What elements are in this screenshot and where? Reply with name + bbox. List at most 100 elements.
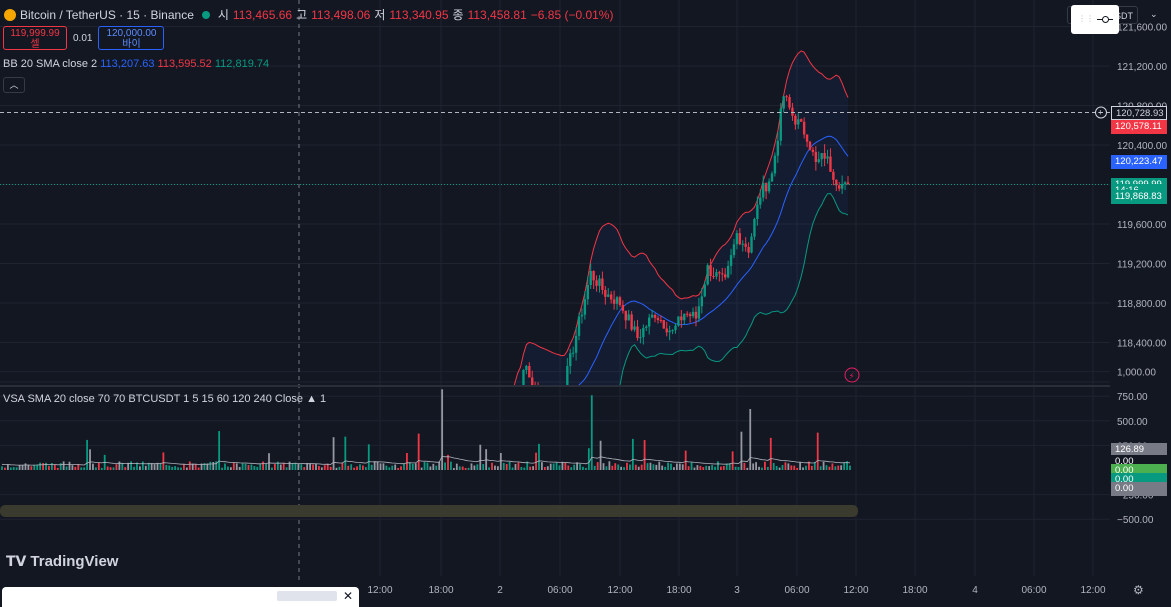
volume-bar: [482, 464, 485, 470]
volume-bar: [775, 465, 778, 470]
sell-button[interactable]: 119,999.99 셀: [3, 26, 67, 50]
volume-bar: [758, 466, 760, 470]
volume-bar: [130, 461, 133, 470]
volume-bar: [48, 466, 50, 470]
tooltip-placeholder: [277, 591, 337, 601]
volume-bar: [532, 466, 535, 470]
volume-bar: [505, 464, 508, 470]
candle-body: [615, 297, 619, 304]
drawing-popover[interactable]: ⋮⋮: [1071, 5, 1119, 34]
volume-bar: [491, 462, 493, 470]
volume-tick-label: −250.00: [1117, 491, 1154, 502]
volume-bar: [790, 465, 793, 470]
volume-bar: [766, 467, 769, 470]
volume-bar: [637, 466, 640, 470]
volume-bar: [681, 464, 684, 470]
gear-icon[interactable]: ⚙: [1133, 583, 1144, 597]
volume-bar: [232, 462, 235, 470]
volume-bar: [813, 461, 816, 470]
volume-bar: [397, 467, 400, 470]
volume-bar: [708, 466, 711, 470]
volume-bar: [846, 461, 848, 470]
volume-bar: [370, 464, 373, 470]
buy-label: 바이: [122, 39, 141, 50]
volume-bar: [626, 462, 628, 470]
candle-body: [724, 274, 727, 278]
candle-body: [552, 411, 554, 414]
drag-handle-icon[interactable]: ⋮⋮: [1078, 14, 1094, 23]
volume-bar: [722, 465, 725, 470]
candle-body: [583, 299, 587, 315]
buy-button[interactable]: 120,000.00 바이: [98, 26, 165, 50]
volume-bar: [382, 463, 385, 470]
volume-bar: [725, 463, 728, 470]
candle-body: [522, 369, 525, 385]
candle-body: [560, 401, 562, 402]
candle-body: [642, 327, 645, 338]
candle-body: [604, 289, 607, 297]
candle-body: [650, 314, 654, 318]
volume-bar: [109, 467, 112, 470]
candle-body: [826, 156, 829, 159]
volume-bar: [693, 467, 696, 470]
volume-bar: [136, 462, 138, 470]
volume-bar: [423, 462, 426, 470]
close-icon[interactable]: ✕: [342, 589, 353, 603]
volume-bar: [403, 463, 405, 470]
time-tick-label: 06:00: [547, 585, 572, 596]
axis-tag: 126.89: [1111, 442, 1167, 457]
candle-body: [776, 140, 780, 156]
volume-bar: [300, 464, 303, 470]
volume-bar: [185, 467, 188, 470]
volume-bar: [476, 464, 479, 470]
candle-body: [694, 311, 698, 319]
volume-bar: [631, 438, 634, 470]
volume-bar: [799, 462, 802, 470]
candle-body: [832, 171, 835, 180]
volume-bar: [156, 462, 159, 470]
volume-bar: [353, 467, 356, 470]
symbol-name[interactable]: Bitcoin / TetherUS · 15 · Binance: [20, 7, 194, 22]
price-tick-label: 119,200.00: [1117, 260, 1167, 271]
chevron-down-icon[interactable]: ⌄: [1150, 9, 1158, 19]
volume-bar: [673, 467, 675, 470]
collapse-legend-button[interactable]: ︿: [3, 77, 25, 93]
vsa-legend[interactable]: VSA SMA 20 close 70 70 BTCUSDT 1 5 15 60…: [3, 393, 326, 405]
candle-body: [677, 316, 680, 326]
candle-body: [823, 153, 826, 159]
low-label: 저: [374, 8, 386, 22]
volume-bar: [118, 461, 121, 470]
volume-bar: [12, 467, 15, 470]
volume-tick-label: −500.00: [1117, 515, 1154, 526]
axis-tag: 120,728.93: [1111, 105, 1167, 120]
volume-bar: [661, 465, 664, 470]
volume-bar: [719, 466, 722, 470]
candle-body: [595, 280, 598, 286]
volume-bar: [787, 463, 790, 470]
candle-body: [709, 265, 712, 276]
bollinger-legend[interactable]: BB 20 SMA close 2 113,207.63 113,595.52 …: [3, 58, 269, 70]
candle-body: [744, 243, 747, 247]
volume-bar: [705, 465, 708, 470]
candle-body: [802, 121, 806, 135]
bb-basis-value: 113,207.63: [100, 58, 155, 70]
volume-bar: [335, 467, 338, 470]
volume-bar: [447, 454, 449, 470]
tradingview-logo[interactable]: 𝗧𝗩 TradingView: [6, 553, 118, 570]
volume-bar: [696, 465, 699, 470]
volume-bar: [755, 462, 758, 470]
candle-body: [534, 388, 536, 390]
time-tick-label: 4: [972, 585, 978, 596]
volume-bar: [212, 462, 215, 470]
volume-bar: [227, 466, 229, 470]
volume-bar: [793, 465, 796, 470]
candle-body: [574, 335, 578, 353]
volume-bar: [834, 466, 837, 470]
volume-bar: [115, 464, 118, 470]
candle-body: [785, 96, 788, 98]
logo-text: TradingView: [30, 553, 119, 570]
candle-body: [589, 270, 592, 286]
volume-bar: [42, 463, 44, 470]
volume-bar: [279, 464, 282, 470]
